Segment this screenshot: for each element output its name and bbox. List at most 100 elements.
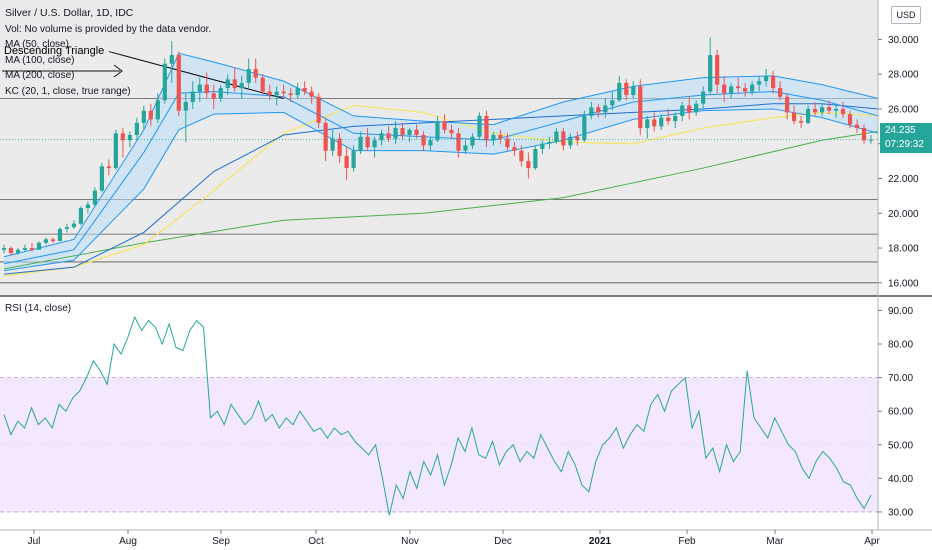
time-tick-label: Jul <box>28 536 41 547</box>
candle-body <box>211 93 216 99</box>
candle-body <box>358 136 363 151</box>
candle-body <box>680 105 685 116</box>
candle-body <box>498 135 503 139</box>
candle-body <box>92 190 97 205</box>
time-tick-label: Apr <box>864 536 880 547</box>
chart-title: Silver / U.S. Dollar, 1D, IDC <box>5 7 134 19</box>
candle-body <box>456 133 461 151</box>
candle-body <box>428 140 433 146</box>
candle-body <box>106 166 111 169</box>
candle-body <box>484 115 489 141</box>
candle-body <box>694 103 699 113</box>
candle-body <box>148 110 153 120</box>
candle-body <box>722 84 727 94</box>
rsi-tick-label: 50.00 <box>888 440 913 451</box>
candle-body <box>22 248 28 250</box>
candle-body <box>638 86 643 129</box>
candle-body <box>575 136 580 141</box>
candle-body <box>421 135 426 146</box>
candle-body <box>540 143 545 149</box>
candle-body <box>463 145 468 151</box>
candle-body <box>113 133 118 169</box>
candle-body <box>687 105 692 113</box>
candle-body <box>631 86 636 96</box>
candle-body <box>603 105 608 113</box>
candle-body <box>854 124 860 129</box>
kc-upper-line <box>3 52 879 258</box>
time-tick-label: 2021 <box>589 536 612 547</box>
candle-body <box>666 117 671 122</box>
price-tick-label: 28.000 <box>888 70 919 81</box>
candle-body <box>85 204 91 209</box>
candle-body <box>470 136 475 146</box>
currency-button[interactable]: USD <box>891 6 921 24</box>
candle-body <box>861 128 867 141</box>
rsi-tick-label: 70.00 <box>888 373 913 384</box>
price-tick-label: 16.000 <box>888 278 919 289</box>
price-tick-label: 20.000 <box>888 209 919 220</box>
candle-body <box>819 107 825 113</box>
candle-body <box>533 148 538 169</box>
rsi-legend[interactable]: RSI (14, close) <box>5 303 72 314</box>
candle-body <box>624 82 629 96</box>
candle-body <box>407 129 412 136</box>
candle-body <box>36 242 42 250</box>
candle-body <box>554 131 559 142</box>
candle-body <box>288 93 293 96</box>
candle-body <box>281 91 286 94</box>
legend-ma100[interactable]: MA (100, close) <box>5 54 75 66</box>
candle-body <box>127 135 132 141</box>
price-legend: Silver / U.S. Dollar, 1D, IDC Vol: No vo… <box>5 6 211 99</box>
candle-body <box>267 91 272 96</box>
candle-body <box>791 112 797 122</box>
candle-body <box>295 88 300 96</box>
candle-body <box>386 133 391 139</box>
candle-body <box>134 122 139 136</box>
price-tick-label: 30.000 <box>888 35 919 46</box>
legend-ma50[interactable]: MA (50, close) <box>5 39 69 50</box>
descending-triangle-label: Descending Triangle <box>4 45 105 57</box>
candle-body <box>225 79 230 89</box>
candle-body <box>337 138 342 156</box>
time-tick-label: Mar <box>766 536 784 547</box>
candle-body <box>120 133 125 141</box>
candle-body <box>442 121 447 130</box>
candle-body <box>372 140 377 148</box>
candle-body <box>673 115 678 122</box>
candle-body <box>78 208 84 224</box>
candle-body <box>302 88 307 92</box>
candle-body <box>582 115 587 141</box>
rsi-tick-label: 60.00 <box>888 407 913 418</box>
candle-body <box>526 161 531 169</box>
candle-body <box>197 84 202 92</box>
candle-body <box>155 100 160 120</box>
candle-body <box>833 108 839 111</box>
time-tick-label: Aug <box>119 536 137 547</box>
time-tick-label: Feb <box>678 536 696 547</box>
candle-body <box>218 88 223 99</box>
candle-body <box>246 68 251 83</box>
candle-body <box>840 108 846 115</box>
candle-body <box>15 249 21 254</box>
candle-body <box>701 91 706 104</box>
candle-body <box>589 107 594 116</box>
candle-body <box>414 129 419 136</box>
rsi-line <box>3 315 872 516</box>
candle-body <box>847 114 853 125</box>
legend-kc[interactable]: KC (20, 1, close, true range) <box>5 85 131 97</box>
ma200-line <box>3 131 879 270</box>
candle-body <box>547 141 552 144</box>
candle-body <box>729 86 734 94</box>
candle-body <box>617 82 622 101</box>
candle-body <box>99 166 104 191</box>
candle-body <box>260 77 265 92</box>
candle-body <box>232 79 237 89</box>
last-price-badge: 24.235 07:29:32 <box>880 123 932 153</box>
volume-note: Vol: No volume is provided by the data v… <box>5 23 212 35</box>
price-tick-label: 26.000 <box>888 104 919 115</box>
legend-ma200[interactable]: MA (200, close) <box>5 70 75 81</box>
candle-body <box>400 128 405 136</box>
arrow-head <box>113 64 123 78</box>
ma100-line <box>3 103 879 275</box>
